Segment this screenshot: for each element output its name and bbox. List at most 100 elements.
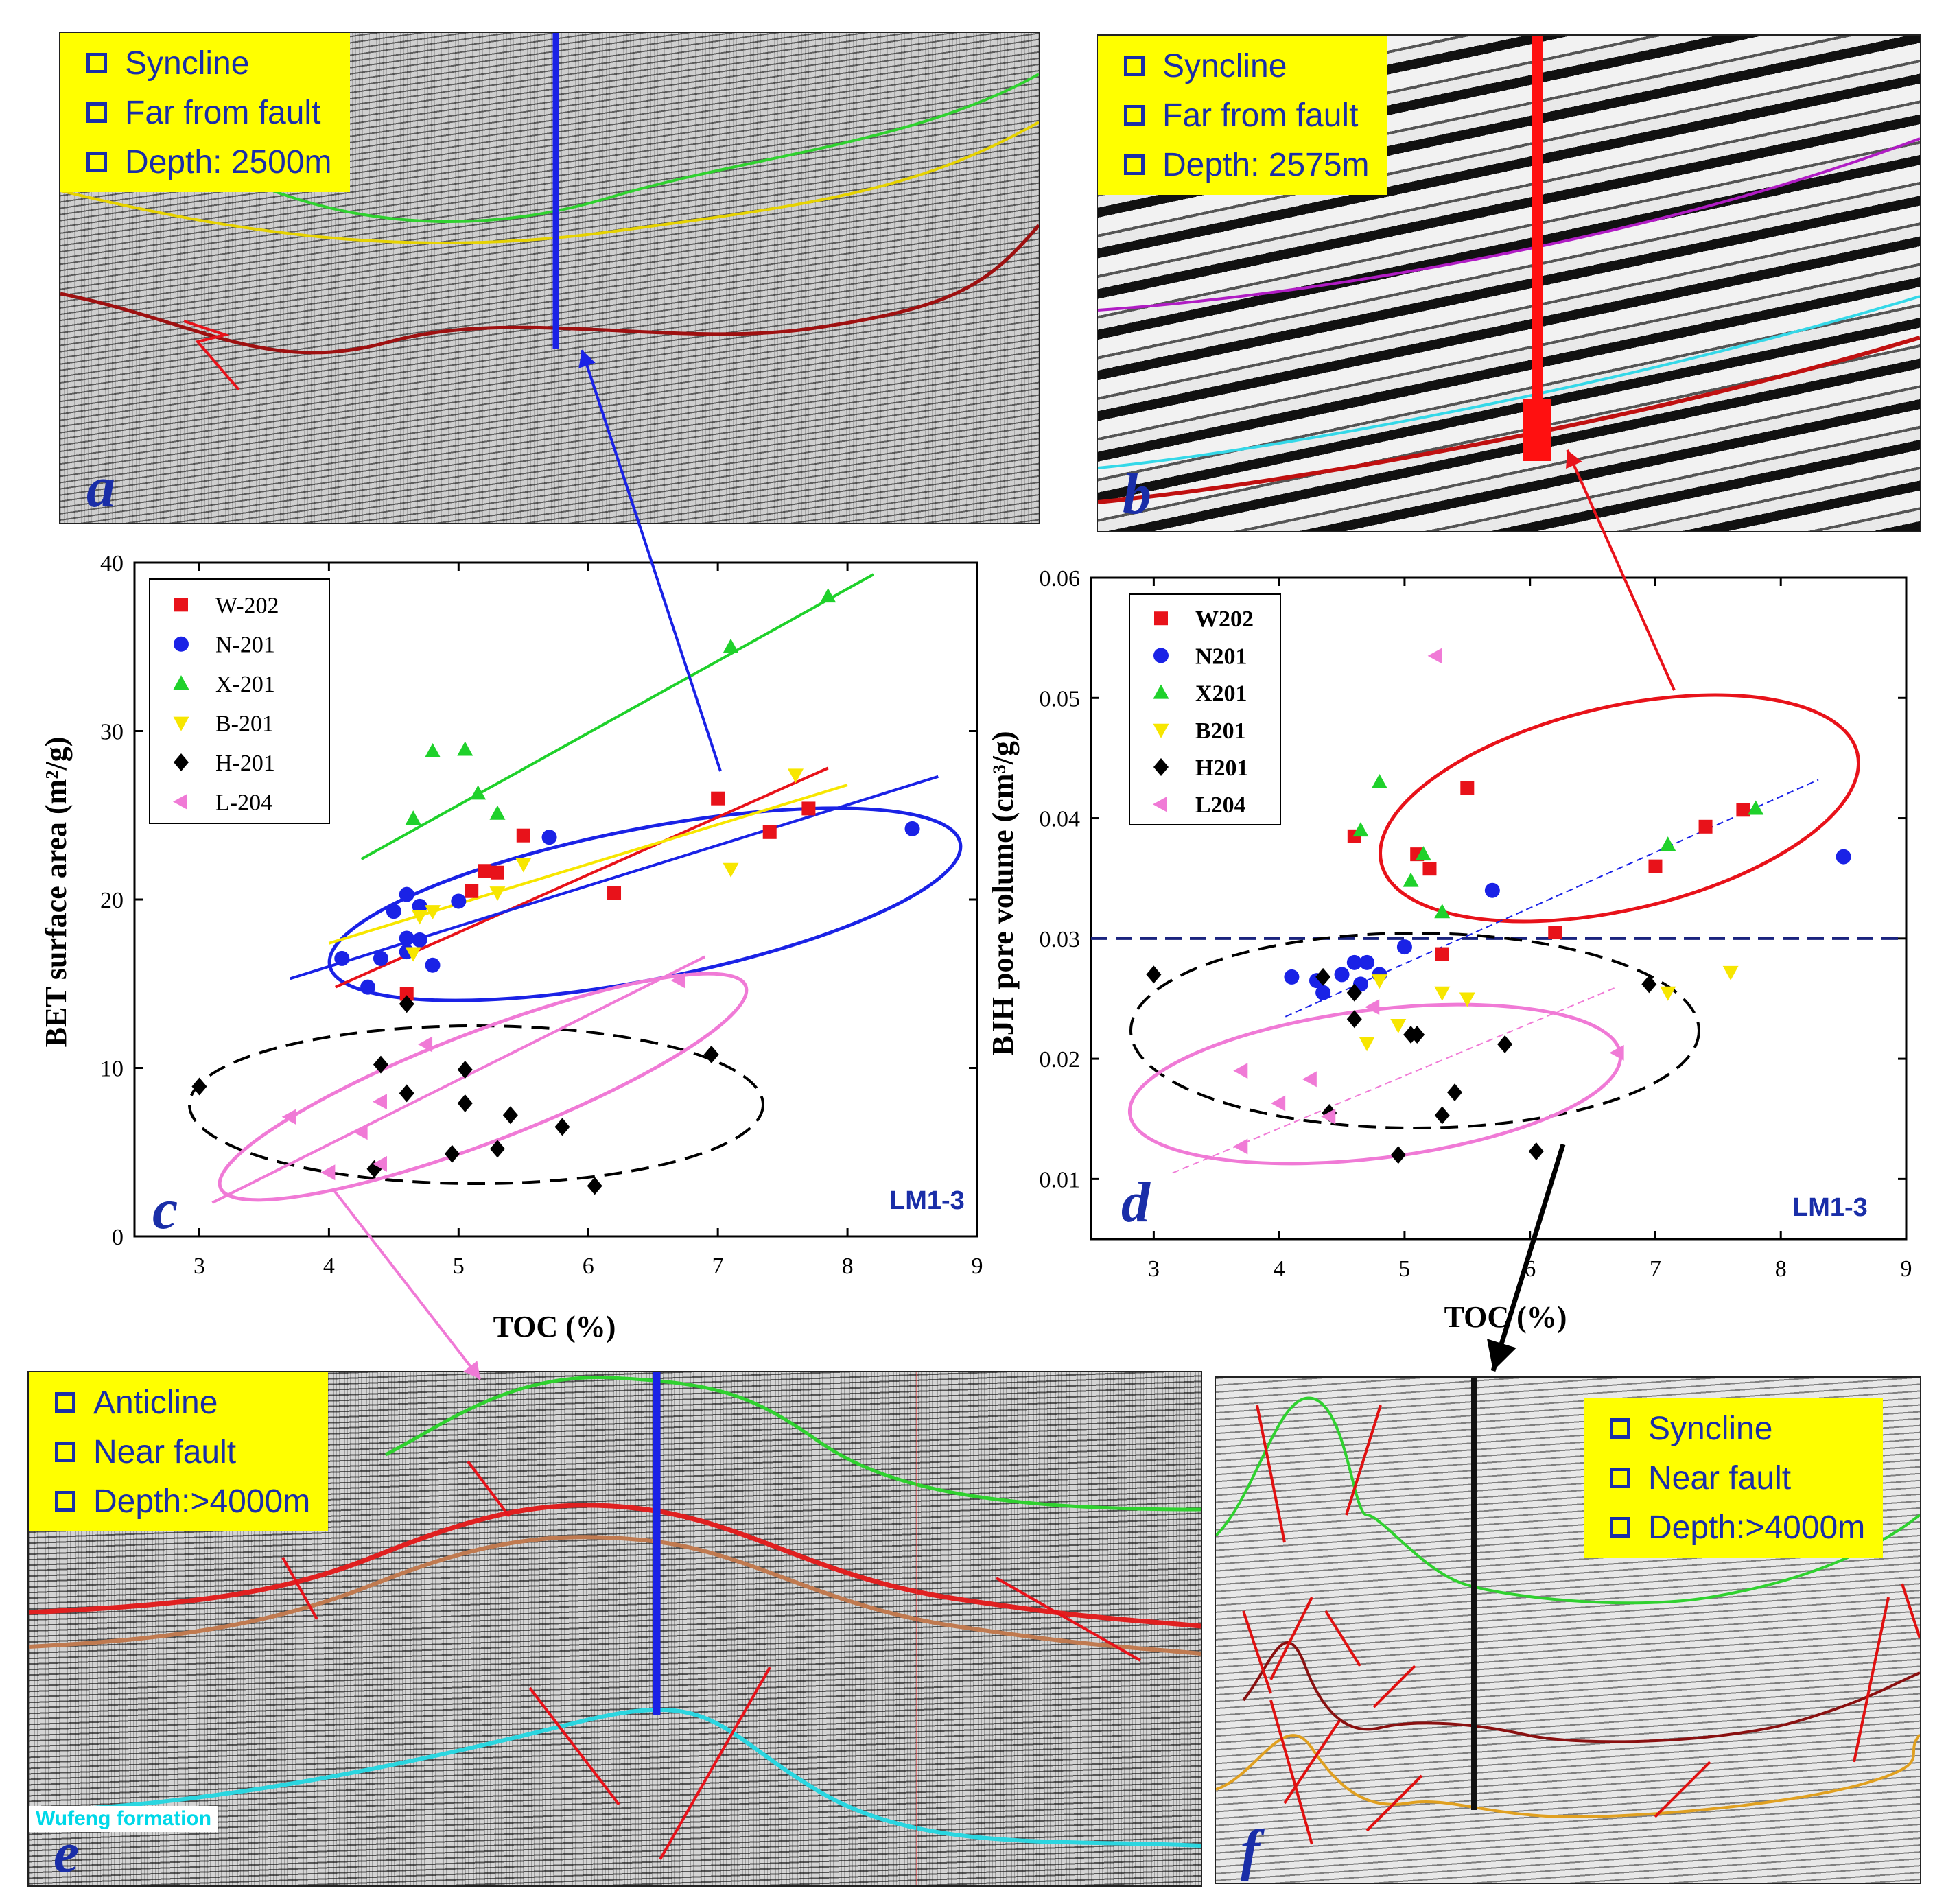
label-row: Syncline [1124, 41, 1370, 91]
data-point [1409, 1026, 1425, 1044]
x-tick-label: 5 [453, 1254, 465, 1279]
data-point [405, 810, 421, 825]
yellow-horizon [60, 121, 1039, 245]
legend-marker [173, 793, 187, 810]
label-row: Syncline [1610, 1404, 1865, 1453]
data-point [399, 1084, 414, 1103]
data-point [1365, 999, 1380, 1015]
data-point [1434, 986, 1451, 1001]
legend: W202 N201 X201 B201 H201 L204 [1129, 593, 1281, 825]
data-point [360, 979, 376, 995]
data-point [541, 830, 557, 845]
data-point [320, 1164, 336, 1181]
checkbox-icon [1610, 1418, 1630, 1439]
legend-label: H201 [1195, 755, 1248, 781]
data-point [1459, 992, 1475, 1007]
data-point [1435, 947, 1449, 961]
legend-label: B-201 [215, 712, 274, 737]
x-tick-label: 4 [1274, 1256, 1285, 1282]
data-point [1233, 1138, 1248, 1155]
data-point [399, 930, 414, 946]
y-axis-label: BJH pore volume (cm³/g) [986, 731, 1020, 1055]
data-point [1352, 822, 1369, 837]
y-tick-label: 0.02 [1040, 1047, 1081, 1072]
data-point [1460, 781, 1475, 795]
data-point [372, 1094, 387, 1110]
label-row: Near fault [1610, 1453, 1865, 1503]
checkbox-icon [1124, 154, 1145, 175]
data-point [412, 910, 428, 925]
data-point [1415, 846, 1431, 861]
data-point [1359, 954, 1375, 970]
label-row: Near fault [55, 1427, 310, 1477]
data-point [1321, 1108, 1336, 1125]
fault [467, 1460, 511, 1518]
fault [1345, 1405, 1382, 1516]
y-tick-label: 0.03 [1040, 927, 1081, 952]
data-point [1346, 1010, 1362, 1029]
data-point [1422, 862, 1437, 876]
fault [1372, 1665, 1416, 1708]
fault [1269, 1597, 1313, 1680]
fault [1365, 1774, 1423, 1832]
legend: W-202 N-201 X-201 B-201 H-201 L-204 [149, 578, 330, 824]
data-point [1660, 986, 1676, 1001]
data-point [1390, 1019, 1407, 1034]
label-row: Depth: 2575m [1124, 140, 1370, 189]
data-point [554, 1118, 570, 1136]
x-tick-label: 8 [1775, 1256, 1787, 1282]
data-point [1548, 926, 1562, 940]
data-point [1497, 1035, 1513, 1054]
data-point [788, 768, 804, 784]
series-W-202 [399, 791, 816, 1001]
data-point [1748, 800, 1764, 815]
legend-label: L204 [1195, 792, 1246, 818]
label-box-f: Syncline Near fault Depth:>4000m [1584, 1398, 1884, 1558]
group-ellipse-black-dashed [1129, 932, 1700, 1129]
data-point [399, 995, 414, 1013]
data-point [1346, 954, 1362, 970]
data-point [1736, 803, 1750, 817]
data-point [607, 886, 622, 900]
arrow-c-to-e [332, 1188, 482, 1380]
legend-marker [1153, 796, 1167, 812]
data-point [334, 950, 350, 966]
legend-marker [173, 716, 189, 731]
panel-letter-f: f [1241, 1818, 1260, 1882]
data-point [412, 898, 427, 914]
panel-letter-d: d [1121, 1171, 1151, 1234]
series-H201 [1146, 965, 1657, 1164]
fault [1242, 1610, 1272, 1694]
data-point [1371, 773, 1387, 788]
legend-label: B201 [1195, 718, 1246, 744]
legend-label: X201 [1195, 681, 1247, 707]
arrow-head [1566, 450, 1582, 469]
data-point [425, 957, 441, 973]
y-tick-label: 0.01 [1040, 1167, 1081, 1192]
checkbox-icon [55, 1392, 75, 1413]
data-point [703, 1045, 719, 1063]
legend-marker [1153, 758, 1169, 776]
data-point [1434, 1106, 1450, 1125]
data-point [723, 638, 739, 653]
arrow-shaft [1490, 1143, 1566, 1372]
data-point [1284, 969, 1300, 985]
x-axis-label: TOC (%) [493, 1310, 616, 1343]
data-point [1447, 1083, 1463, 1102]
data-point [405, 947, 421, 962]
horizons-b [1098, 36, 1920, 504]
green-horizon [384, 1375, 1201, 1512]
legend-marker [174, 636, 189, 652]
horizons-a [60, 33, 1039, 391]
data-point [516, 828, 530, 843]
arrow-head [1487, 1339, 1516, 1371]
chart-c: 3 4 5 6 7 8 9 0 10 20 30 40 TOC (%) BET surface area … [39, 551, 983, 1343]
y-tick-label: 0.06 [1040, 566, 1081, 591]
data-point [425, 742, 441, 757]
data-point [1271, 1095, 1286, 1112]
label-row: Syncline [86, 38, 332, 88]
panel-b-seismic: Syncline Far from fault Depth: 2575m b [1097, 34, 1921, 532]
fit-line-L-204 [211, 955, 706, 1204]
panel-a-seismic: Syncline Far from fault Depth: 2500m a [59, 32, 1040, 524]
panel-e-seismic: Anticline Near fault Depth:>4000m Wufeng… [27, 1371, 1202, 1887]
